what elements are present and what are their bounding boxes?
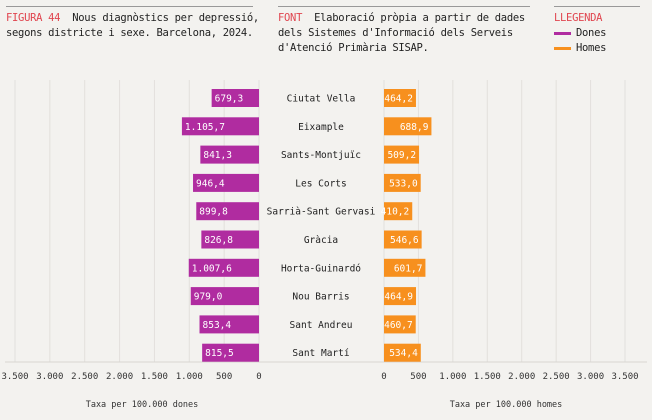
bar-homes <box>384 117 432 136</box>
bar-label-homes: 460,7 <box>384 320 413 331</box>
tick-label-right: 500 <box>410 372 426 382</box>
bar-homes <box>384 343 421 362</box>
tick-label-right: 3.500 <box>611 372 638 382</box>
bar-dones <box>200 145 259 164</box>
bar-label-dones: 1.007,6 <box>192 263 232 274</box>
bar-label-dones: 899,8 <box>199 207 228 218</box>
tick-label-left: 500 <box>216 372 232 382</box>
bar-label-homes: 546,6 <box>390 235 419 246</box>
bar-dones <box>190 287 259 306</box>
category-label: Sant Andreu <box>290 320 353 331</box>
category-label: Sarrià-Sant Gervasi <box>267 207 376 218</box>
bar-label-dones: 946,4 <box>196 178 225 189</box>
category-label: Nou Barris <box>292 292 349 303</box>
category-label: Les Corts <box>295 178 346 189</box>
legend-item-homes: Homes <box>554 41 606 56</box>
tick-label-right: 0 <box>381 372 386 382</box>
bar-label-dones: 841,3 <box>203 150 232 161</box>
bar-label-homes: 533,0 <box>389 178 418 189</box>
legend-label-dones: Dones <box>576 27 607 39</box>
bar-dones <box>181 117 259 136</box>
bar-homes <box>384 258 426 277</box>
tick-label-left: 1.000 <box>176 372 203 382</box>
bar-label-homes: 464,2 <box>384 94 413 105</box>
bar-dones <box>196 202 259 221</box>
bar-dones <box>193 173 259 192</box>
tick-label-left: 1.500 <box>141 372 168 382</box>
legend: LLEGENDA Dones Homes <box>554 11 606 56</box>
category-label: Ciutat Vella <box>287 94 356 105</box>
x-axis-title-right: Taxa per 100.000 homes <box>450 400 563 410</box>
bar-dones <box>199 315 259 334</box>
x-axis-title-left: Taxa per 100.000 dones <box>86 400 199 410</box>
legend-swatch-dones <box>554 32 571 35</box>
bar-homes <box>384 173 421 192</box>
legend-title: LLEGENDA <box>554 12 603 24</box>
figure-label: FIGURA 44 <box>6 12 61 24</box>
bar-label-homes: 688,9 <box>400 122 429 133</box>
bar-dones <box>188 258 259 277</box>
bar-label-homes: 509,2 <box>387 150 416 161</box>
bar-label-dones: 679,3 <box>215 94 244 105</box>
bar-homes <box>384 230 422 249</box>
tick-label-left: 2.500 <box>71 372 98 382</box>
bar-homes <box>384 202 413 221</box>
bar-homes <box>384 145 420 164</box>
bar-label-dones: 979,0 <box>194 292 223 303</box>
tick-label-right: 2.000 <box>508 372 535 382</box>
bar-label-homes: 534,4 <box>389 348 418 359</box>
category-label: Horta-Guinardó <box>281 263 361 274</box>
legend-label-homes: Homes <box>576 42 607 54</box>
bar-label-homes: 410,2 <box>381 207 410 218</box>
legend-swatch-homes <box>554 47 571 50</box>
bar-dones <box>211 89 259 107</box>
tick-label-left: 2.000 <box>106 372 133 382</box>
bar-dones <box>201 230 259 249</box>
bar-homes <box>384 89 416 107</box>
figure-caption: FIGURA 44 Nous diagnòstics per depressió… <box>6 11 266 41</box>
tick-label-right: 3.000 <box>577 372 604 382</box>
bar-dones <box>202 343 259 362</box>
tick-label-left: 0 <box>256 372 261 382</box>
figure-title: Nous diagnòstics per depressió, segons d… <box>6 12 259 39</box>
bar-label-homes: 464,9 <box>384 292 413 303</box>
bar-homes <box>384 315 416 334</box>
bar-label-homes: 601,7 <box>394 263 423 274</box>
source-text: Elaboració pròpia a partir de dades dels… <box>278 12 525 54</box>
source-label: FONT <box>278 12 303 24</box>
bar-label-dones: 853,4 <box>203 320 232 331</box>
category-label: Eixample <box>298 122 344 133</box>
category-label: Sant Martí <box>292 348 349 359</box>
category-label: Gràcia <box>304 235 338 246</box>
tick-label-right: 2.500 <box>543 372 570 382</box>
bar-label-dones: 1.105,7 <box>185 122 225 133</box>
tick-label-left: 3.000 <box>36 372 63 382</box>
tick-label-right: 1.500 <box>474 372 501 382</box>
bar-homes <box>384 287 417 306</box>
legend-item-dones: Dones <box>554 26 606 41</box>
bar-label-dones: 826,8 <box>204 235 233 246</box>
bar-label-dones: 815,5 <box>205 348 234 359</box>
source-caption: FONT Elaboració pròpia a partir de dades… <box>278 11 538 56</box>
category-label: Sants-Montjuïc <box>281 150 361 161</box>
tick-label-right: 1.000 <box>439 372 466 382</box>
tick-label-left: 3.500 <box>1 372 28 382</box>
